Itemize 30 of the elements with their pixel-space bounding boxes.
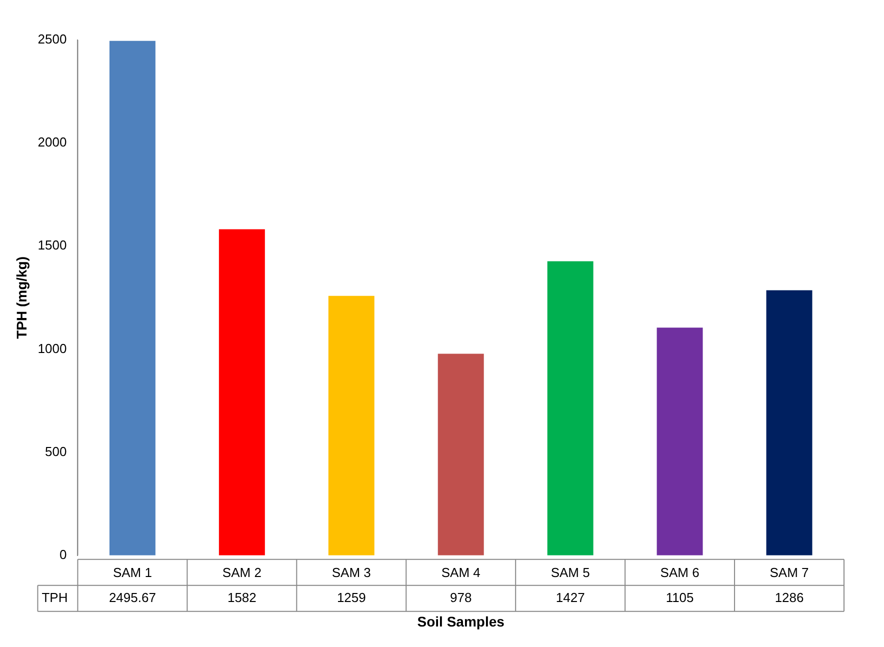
x-tick-label: SAM 7 (770, 564, 809, 580)
x-tick-label: SAM 3 (332, 564, 371, 580)
x-tick-label: SAM 4 (441, 564, 480, 580)
data-label: 2495.67 (108, 590, 156, 605)
bar (328, 296, 374, 556)
x-axis-title: Soil Samples (417, 613, 505, 630)
data-label: 978 (450, 590, 472, 605)
text: TPH (42, 590, 68, 605)
data-label: 1259 (336, 590, 366, 605)
bar (109, 40, 156, 556)
data-label: 1427 (556, 590, 585, 605)
y-tick-label: 500 (45, 444, 67, 459)
y-tick-label: 2000 (38, 134, 67, 150)
x-tick-label: SAM 1 (112, 564, 152, 580)
y-tick-label: 0 (59, 546, 67, 562)
x-tick-label: SAM 2 (222, 564, 262, 580)
x-tick-label: SAM 6 (660, 564, 700, 580)
x-tick-label: SAM 5 (550, 564, 590, 580)
data-label: 1105 (666, 590, 694, 605)
data-label: 1582 (227, 590, 256, 605)
bar (547, 261, 594, 556)
bar (766, 290, 812, 556)
y-axis-title: TPH (mg/kg) (13, 256, 30, 339)
bar (218, 229, 265, 556)
bar (438, 354, 484, 556)
y-tick-label: 2500 (38, 32, 67, 47)
data-label: 1286 (774, 590, 804, 605)
bar (656, 328, 703, 556)
y-tick-label: 1000 (38, 340, 67, 356)
y-tick-label: 1500 (38, 238, 67, 253)
